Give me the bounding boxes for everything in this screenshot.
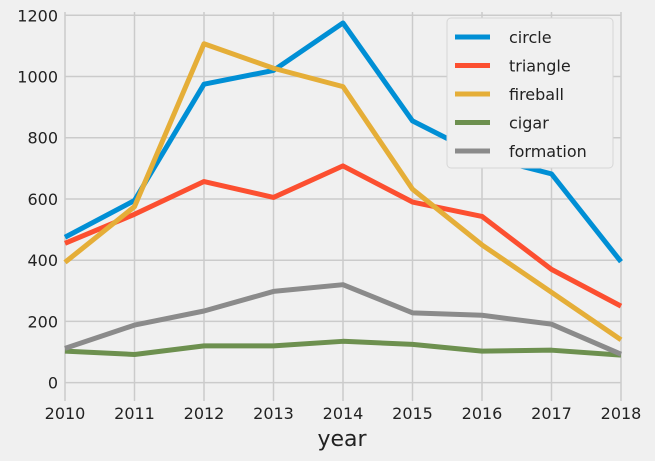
y-axis-tick-labels: 0 200 400 600 800 1000 1200 (17, 6, 58, 392)
y-tick-label: 800 (27, 129, 58, 148)
legend-label-fireball: fireball (509, 85, 564, 104)
x-tick-label: 2015 (392, 404, 433, 423)
x-tick-label: 2018 (601, 404, 642, 423)
y-tick-label: 1200 (17, 6, 58, 25)
series-line-cigar (64, 338, 622, 358)
series-line-formation (64, 282, 622, 357)
x-tick-label: 2011 (114, 404, 155, 423)
x-axis-tick-labels: 2010 2011 2012 2013 2014 2015 2016 2017 2018 (45, 404, 642, 423)
x-tick-label: 2014 (323, 404, 364, 423)
x-tick-label: 2017 (531, 404, 572, 423)
x-axis-title: year (317, 427, 367, 452)
series-line-fireball (63, 41, 623, 342)
grid-lines (64, 12, 622, 401)
legend: circle triangle fireball cigar formation (446, 17, 614, 169)
y-tick-label: 1000 (17, 68, 58, 87)
series-lines (63, 20, 623, 358)
x-tick-label: 2010 (45, 404, 86, 423)
y-tick-label: 400 (27, 251, 58, 270)
legend-label-formation: formation (509, 142, 587, 161)
y-tick-label: 600 (27, 190, 58, 209)
y-tick-label: 200 (27, 312, 58, 331)
legend-label-circle: circle (509, 28, 552, 47)
legend-box (446, 17, 614, 169)
x-tick-label: 2016 (462, 404, 503, 423)
series-line-triangle (64, 163, 623, 309)
x-tick-label: 2013 (253, 404, 294, 423)
legend-label-cigar: cigar (509, 114, 549, 133)
legend-label-triangle: triangle (509, 57, 571, 76)
y-tick-label: 0 (48, 374, 58, 393)
x-tick-label: 2012 (184, 404, 225, 423)
